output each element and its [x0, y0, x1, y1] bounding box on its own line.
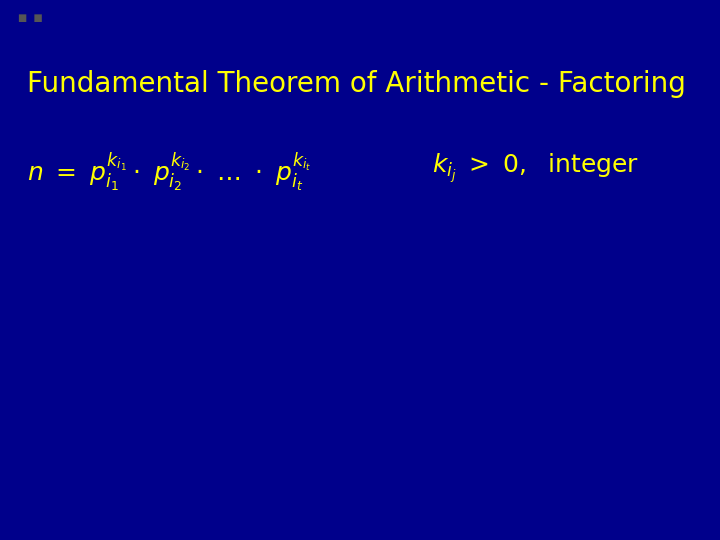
Text: $n\ =\ p_{i_1}^{k_{i_1}} \cdot\ p_{i_2}^{k_{i_2}} \cdot\ \ldots\ \cdot\ p_{i_t}^: $n\ =\ p_{i_1}^{k_{i_1}} \cdot\ p_{i_2}^… [27, 151, 312, 194]
Text: Fundamental Theorem of Arithmetic - Factoring: Fundamental Theorem of Arithmetic - Fact… [27, 70, 686, 98]
Text: $k_{i_j}\ >\ 0,$  integer: $k_{i_j}\ >\ 0,$ integer [432, 151, 639, 185]
Text: ■  ■: ■ ■ [18, 14, 42, 24]
